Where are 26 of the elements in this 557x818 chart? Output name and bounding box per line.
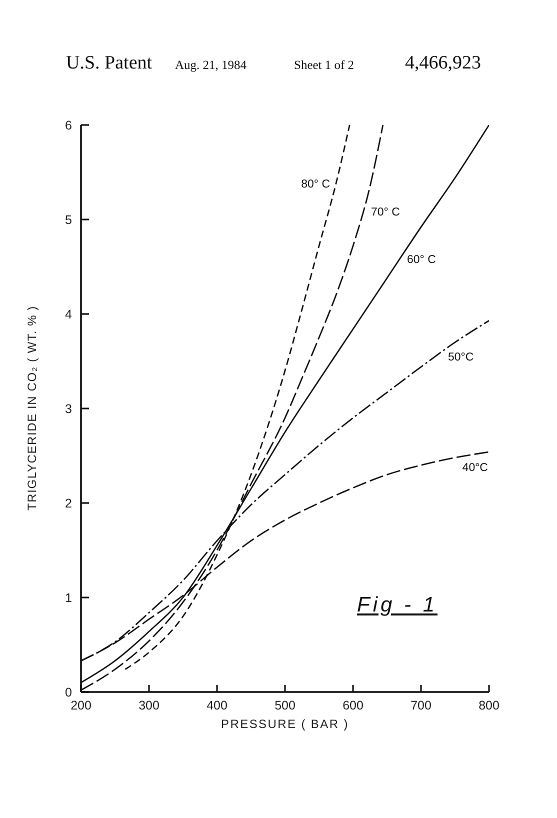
x-tick-label: 400 — [206, 698, 228, 712]
y-tick-label: 1 — [65, 590, 72, 605]
series-label: 50°C — [448, 351, 474, 364]
x-tick-label: 500 — [274, 698, 296, 712]
x-axis-title: PRESSURE ( BAR ) — [221, 717, 349, 731]
y-tick-label: 0 — [65, 685, 72, 700]
series-label: 70° C — [371, 206, 400, 218]
text: 4,466,923 — [405, 52, 481, 74]
x-tick-label: 700 — [410, 698, 432, 712]
y-tick-label: 6 — [65, 118, 72, 132]
series-label: 60° C — [407, 254, 436, 266]
series-label: 40°C — [462, 462, 488, 474]
text: Sheet 1 of 2 — [294, 58, 354, 73]
series-label: 80° C — [301, 178, 330, 191]
annotation: Fig - 1 — [357, 593, 438, 617]
y-tick-label: 2 — [65, 496, 72, 510]
x-tick-label: 200 — [70, 698, 92, 712]
y-tick-label: 5 — [65, 212, 72, 227]
x-tick-label: 600 — [342, 698, 364, 712]
y-tick-label: 4 — [65, 307, 72, 322]
x-tick-label: 300 — [138, 698, 160, 712]
text: Aug. 21, 1984 — [175, 58, 247, 73]
x-tick-label: 800 — [478, 698, 500, 712]
y-tick-label: 3 — [65, 402, 72, 416]
text: U.S. Patent — [66, 52, 152, 74]
y-axis-title: TRIGLYCERIDE IN CO₂ ( WT. % ) — [25, 306, 39, 510]
